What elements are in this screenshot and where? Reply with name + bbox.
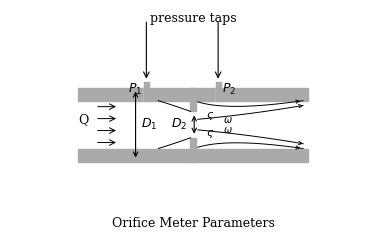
Bar xyxy=(78,88,308,101)
Bar xyxy=(216,82,220,101)
Text: $D_2$: $D_2$ xyxy=(171,117,187,132)
Text: $P_2$: $P_2$ xyxy=(222,82,236,97)
Bar xyxy=(190,138,196,162)
Text: $\omega$: $\omega$ xyxy=(223,125,232,135)
Text: $D_1$: $D_1$ xyxy=(141,117,157,132)
Text: Orifice Meter Parameters: Orifice Meter Parameters xyxy=(112,217,274,230)
Bar xyxy=(144,82,149,101)
Text: $\varsigma$: $\varsigma$ xyxy=(206,110,214,122)
Bar xyxy=(78,149,308,162)
Text: $P_1$: $P_1$ xyxy=(129,82,143,97)
Bar xyxy=(216,88,220,101)
Bar xyxy=(144,88,148,101)
Text: $\omega$: $\omega$ xyxy=(223,114,232,125)
Text: Q: Q xyxy=(78,113,88,126)
Text: $\varsigma$: $\varsigma$ xyxy=(206,128,214,140)
Text: pressure taps: pressure taps xyxy=(150,12,236,25)
Bar xyxy=(190,88,196,111)
